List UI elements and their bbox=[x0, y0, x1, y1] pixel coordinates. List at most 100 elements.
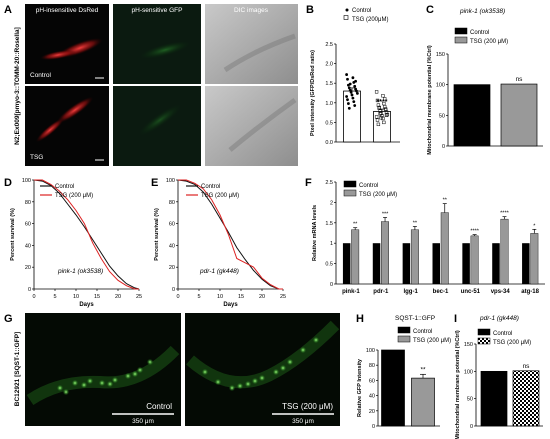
legend-swatch bbox=[397, 335, 411, 343]
data-point bbox=[353, 84, 357, 88]
bar-control bbox=[402, 243, 411, 284]
y-axis-label: Percent survival (%) bbox=[154, 208, 160, 261]
scale-bar-label: 350 μm bbox=[292, 418, 314, 425]
legend-swatch bbox=[477, 328, 491, 336]
significance-label: *** bbox=[382, 211, 389, 217]
bar-tsg bbox=[500, 218, 509, 285]
x-tick-label: lgg-1 bbox=[403, 289, 418, 295]
y-tick-label: 0.0 bbox=[325, 140, 333, 146]
series-line bbox=[178, 179, 283, 290]
fluorescent-punctum bbox=[251, 377, 259, 385]
panel-letter: G bbox=[4, 313, 13, 325]
panel-title: SQST-1::GFP bbox=[395, 315, 435, 322]
fluorescent-punctum bbox=[228, 384, 236, 392]
fluorescent-punctum bbox=[312, 336, 320, 344]
y-tick-label: 80 bbox=[25, 200, 31, 206]
bar-tsg bbox=[530, 233, 539, 285]
x-tick-label: 0 bbox=[176, 294, 179, 300]
y-tick-label: 1 bbox=[330, 241, 333, 247]
y-tick-label: 1.5 bbox=[325, 81, 333, 87]
fluorescent-punctum bbox=[106, 380, 114, 388]
bar bbox=[453, 84, 491, 147]
legend-label: TSG (200 μM) bbox=[470, 39, 508, 45]
panel-a: A pH-insensitive DsRed pH-sensitive GFP … bbox=[4, 4, 298, 166]
y-tick-label: 40 bbox=[369, 394, 375, 400]
x-tick-label: 5 bbox=[53, 294, 56, 300]
y-tick-label: 1.0 bbox=[325, 101, 333, 107]
legend-label: Control bbox=[352, 8, 371, 14]
data-point bbox=[375, 118, 380, 122]
row-label-control: Control bbox=[30, 72, 52, 79]
legend-swatch bbox=[345, 8, 349, 12]
x-tick-label: pink-1 bbox=[342, 289, 360, 295]
y-axis-label: Mitochondrial membrane potential (%Ctrl) bbox=[455, 330, 461, 439]
data-point bbox=[374, 115, 379, 119]
bar-control bbox=[342, 243, 351, 284]
y-tick-label: 0 bbox=[442, 144, 445, 150]
y-tick-label: 40 bbox=[169, 243, 175, 249]
significance-label: ** bbox=[413, 220, 418, 226]
bar bbox=[411, 377, 435, 427]
panel-letter: H bbox=[356, 313, 364, 325]
y-tick-label: 2 bbox=[330, 200, 333, 206]
chart-d: 0 20 40 60 80 100 Percent survival (%) 0 5 10 15 20… bbox=[10, 178, 142, 308]
bar bbox=[512, 370, 540, 427]
legend-label: TSG (200 μM) bbox=[493, 340, 531, 346]
label-control: Control bbox=[146, 402, 172, 411]
row-title-strain: N2;Ex009[pmyo-3::TOMM-20::Rosella] bbox=[14, 27, 21, 145]
fluorescent-punctum bbox=[244, 380, 252, 388]
fluorescent-punctum bbox=[62, 388, 70, 396]
strain-label: pdr-1 (gk448) bbox=[479, 315, 519, 322]
strain-label: pink-1 (ok3538) bbox=[459, 8, 505, 15]
panel-g: G Control TSG (200 μM) 350 μm 350 μm BC1… bbox=[4, 313, 340, 426]
bar-tsg bbox=[381, 221, 389, 285]
y-tick-label: 0.5 bbox=[325, 262, 333, 268]
data-point bbox=[350, 93, 354, 97]
data-point bbox=[347, 102, 350, 105]
y-tick-label: 0 bbox=[172, 287, 175, 293]
charts: 0.0 0.5 1.0 1.5 2.0 2.5 Pixel intensity (GFP/D… bbox=[10, 8, 545, 439]
legend-label: TSG (200 μM) bbox=[55, 193, 93, 199]
x-tick-label: 15 bbox=[94, 294, 100, 300]
fluorescent-punctum bbox=[299, 346, 307, 354]
data-point bbox=[345, 73, 348, 76]
panel-letter: B bbox=[306, 4, 314, 16]
data-point bbox=[377, 105, 381, 110]
chart-b: 0.0 0.5 1.0 1.5 2.0 2.5 Pixel intensity (GFP/D… bbox=[310, 8, 400, 146]
y-tick-label: 0.5 bbox=[325, 120, 333, 126]
strain-label: pdr-1 (gk448) bbox=[199, 268, 239, 275]
x-tick-label: atg-18 bbox=[521, 289, 539, 295]
bar-tsg bbox=[440, 212, 449, 285]
data-point bbox=[348, 82, 352, 86]
significance-label: **** bbox=[377, 99, 388, 106]
chart-e: 0 20 40 60 80 100 Percent survival (%) 0 5 10 15 20… bbox=[154, 178, 286, 308]
data-point bbox=[382, 120, 386, 125]
y-tick-label: 60 bbox=[369, 378, 375, 384]
data-point bbox=[354, 79, 357, 83]
significance-label: * bbox=[533, 223, 536, 229]
fluorescent-punctum bbox=[146, 358, 154, 366]
y-tick-label: 20 bbox=[169, 265, 175, 271]
col-title-dic: DIC images bbox=[234, 7, 269, 14]
y-tick-label: 0 bbox=[372, 424, 375, 430]
fluorescent-punctum bbox=[98, 379, 106, 387]
x-tick-label: 20 bbox=[115, 294, 121, 300]
y-tick-label: 2.0 bbox=[325, 62, 333, 68]
y-tick-label: 60 bbox=[25, 222, 31, 228]
y-tick-label: 0 bbox=[470, 424, 473, 430]
panel-letter: F bbox=[305, 177, 312, 189]
fluorescent-punctum bbox=[214, 378, 222, 386]
fluorescent-punctum bbox=[236, 382, 244, 390]
significance-label: ns bbox=[523, 363, 531, 370]
significance-label: ** bbox=[353, 222, 358, 228]
y-tick-label: 1.5 bbox=[325, 221, 333, 227]
significance-label: ** bbox=[443, 198, 448, 204]
y-tick-label: 100 bbox=[366, 348, 375, 354]
legend-label: Control bbox=[359, 183, 378, 189]
bar-control bbox=[432, 243, 440, 284]
y-tick-label: 20 bbox=[25, 265, 31, 271]
x-tick-label: vps-34 bbox=[491, 289, 511, 295]
y-tick-label: 100 bbox=[166, 178, 175, 184]
